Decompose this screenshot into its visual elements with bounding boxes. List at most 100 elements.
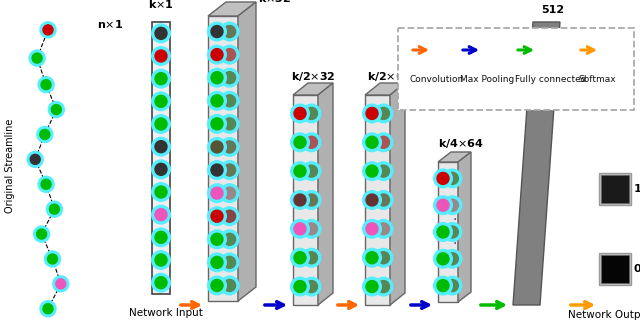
Circle shape (38, 176, 54, 192)
Circle shape (152, 251, 170, 269)
Circle shape (155, 277, 167, 289)
FancyBboxPatch shape (398, 28, 634, 110)
Circle shape (208, 207, 227, 225)
Circle shape (291, 277, 309, 296)
Text: Max Pooling: Max Pooling (460, 75, 515, 84)
Circle shape (363, 162, 381, 181)
Circle shape (437, 280, 449, 291)
Circle shape (223, 118, 236, 130)
Circle shape (363, 277, 381, 296)
Circle shape (152, 47, 170, 65)
Circle shape (211, 210, 223, 222)
Circle shape (47, 254, 58, 264)
Circle shape (437, 199, 449, 211)
Circle shape (155, 231, 167, 243)
Circle shape (366, 194, 378, 206)
Circle shape (152, 137, 170, 156)
Circle shape (49, 204, 60, 214)
Circle shape (447, 226, 458, 238)
Circle shape (211, 48, 223, 61)
FancyBboxPatch shape (599, 253, 631, 285)
Circle shape (34, 226, 50, 242)
Circle shape (223, 141, 236, 153)
Circle shape (366, 281, 378, 292)
Text: k/4$\times$64: k/4$\times$64 (438, 137, 484, 150)
Circle shape (302, 277, 321, 296)
Circle shape (223, 233, 236, 245)
Circle shape (305, 194, 317, 206)
Circle shape (374, 248, 393, 267)
Circle shape (155, 118, 167, 130)
Polygon shape (365, 83, 405, 95)
Circle shape (208, 253, 227, 272)
Circle shape (41, 179, 51, 189)
Circle shape (443, 223, 461, 241)
Text: 0: 0 (634, 264, 640, 274)
Circle shape (305, 108, 317, 120)
Circle shape (155, 163, 167, 175)
Circle shape (305, 136, 317, 148)
Circle shape (220, 184, 239, 203)
Circle shape (56, 279, 66, 289)
Circle shape (443, 276, 461, 295)
Circle shape (208, 230, 227, 249)
Circle shape (363, 104, 381, 123)
Text: k$\times$32: k$\times$32 (258, 0, 291, 4)
Text: k$\times$1: k$\times$1 (148, 0, 174, 10)
Circle shape (434, 196, 452, 214)
Circle shape (302, 104, 321, 123)
Circle shape (374, 104, 393, 123)
Text: Original Streamline: Original Streamline (5, 119, 15, 213)
Circle shape (208, 276, 227, 295)
Circle shape (443, 169, 461, 188)
Circle shape (211, 95, 223, 107)
Circle shape (155, 209, 167, 221)
Circle shape (49, 102, 64, 118)
Circle shape (378, 281, 390, 292)
Polygon shape (513, 22, 560, 305)
Circle shape (208, 184, 227, 203)
Circle shape (155, 186, 167, 198)
Text: Convolution: Convolution (410, 75, 464, 84)
Circle shape (211, 233, 223, 245)
Circle shape (28, 151, 44, 167)
Circle shape (378, 252, 390, 264)
Circle shape (305, 252, 317, 264)
Circle shape (211, 141, 223, 153)
Circle shape (434, 250, 452, 268)
Text: 512: 512 (541, 5, 564, 15)
Circle shape (152, 24, 170, 42)
Circle shape (302, 162, 321, 181)
Circle shape (152, 160, 170, 179)
Circle shape (363, 219, 381, 238)
Circle shape (437, 253, 449, 265)
Circle shape (211, 256, 223, 268)
Circle shape (211, 118, 223, 130)
Text: Softmax: Softmax (578, 75, 616, 84)
Circle shape (220, 276, 239, 295)
Circle shape (220, 115, 239, 133)
Circle shape (366, 136, 378, 148)
Circle shape (302, 219, 321, 238)
Circle shape (437, 226, 449, 238)
Circle shape (294, 194, 306, 206)
Circle shape (40, 301, 56, 317)
Polygon shape (438, 162, 458, 302)
Circle shape (155, 73, 167, 85)
Circle shape (223, 72, 236, 84)
Circle shape (38, 77, 54, 93)
Circle shape (36, 229, 47, 239)
FancyBboxPatch shape (152, 22, 170, 294)
Circle shape (291, 162, 309, 181)
Circle shape (211, 26, 223, 38)
Polygon shape (238, 2, 256, 301)
Circle shape (378, 223, 390, 235)
Circle shape (305, 281, 317, 292)
Circle shape (223, 95, 236, 107)
Circle shape (302, 191, 321, 209)
Circle shape (41, 80, 51, 90)
Polygon shape (293, 95, 318, 305)
Text: ·
·
·: · · · (452, 213, 457, 251)
Circle shape (52, 276, 69, 292)
Circle shape (434, 223, 452, 241)
